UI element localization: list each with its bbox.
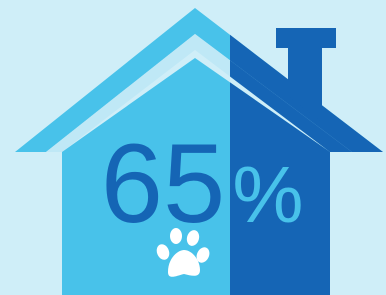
stat-number: 65	[101, 121, 226, 246]
chimney-cap	[276, 28, 336, 48]
page: {"stat": {"number": "65", "unit": "%"}} …	[0, 0, 386, 295]
stat-unit: %	[232, 150, 303, 239]
house-infographic: 65 %	[0, 0, 386, 295]
